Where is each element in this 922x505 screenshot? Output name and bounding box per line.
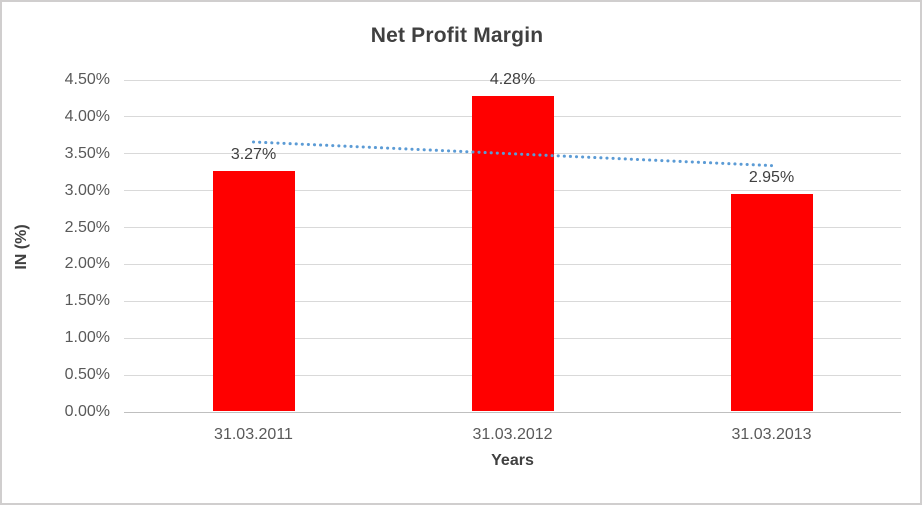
x-tick-label: 31.03.2013 (731, 426, 812, 443)
y-tick-label: 1.00% (64, 329, 110, 347)
y-tick-label: 4.50% (64, 71, 110, 88)
chart-title: Net Profit Margin (370, 24, 544, 47)
y-tick-label: 2.50% (64, 218, 110, 236)
y-tick-label: 3.00% (64, 181, 110, 199)
data-label: 4.28% (489, 71, 536, 89)
x-tick-label: 31.03.2012 (472, 426, 553, 443)
y-tick-label: 0.00% (64, 403, 110, 420)
gridline (124, 79, 901, 81)
x-tick-label: 31.03.2011 (214, 426, 293, 443)
gridline (124, 411, 901, 413)
bar-31.03.2012 (471, 96, 554, 411)
data-label: 2.95% (748, 169, 795, 187)
bar-31.03.2013 (730, 194, 813, 411)
bar-31.03.2011 (212, 170, 295, 411)
y-tick-label: 0.50% (64, 366, 110, 384)
y-tick-label: 3.50% (64, 144, 110, 162)
y-tick-label: 4.00% (64, 107, 110, 125)
y-tick-label: 2.00% (64, 255, 110, 273)
trendline (252, 140, 773, 168)
data-label: 3.27% (230, 145, 277, 163)
x-axis-title: Years (491, 452, 534, 469)
trendline-path (252, 140, 773, 168)
y-tick-label: 1.50% (64, 292, 110, 310)
